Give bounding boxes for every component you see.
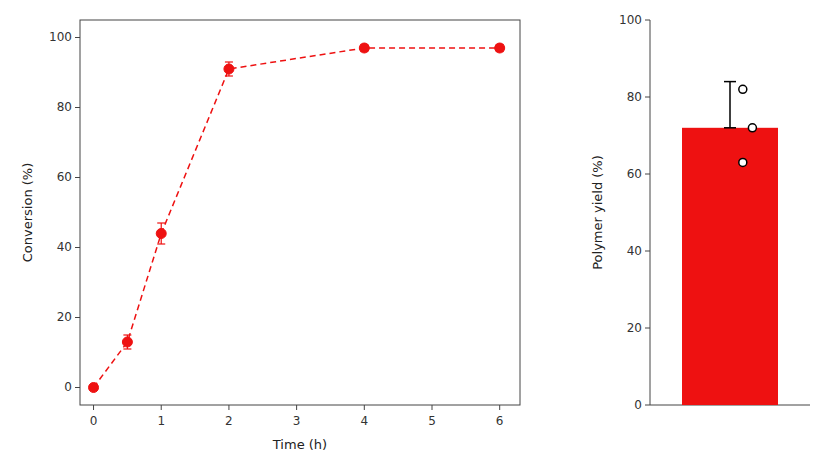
error-bar bbox=[724, 82, 736, 128]
y-tick-label: 100 bbox=[619, 13, 642, 27]
error-bar-cap bbox=[724, 81, 736, 83]
background bbox=[0, 0, 836, 474]
x-tick bbox=[161, 405, 162, 410]
data-group bbox=[89, 43, 505, 393]
x-tick bbox=[228, 405, 229, 410]
y-tick-label: 0 bbox=[634, 398, 642, 412]
y-tick bbox=[75, 107, 80, 108]
error-bar-cap bbox=[157, 243, 165, 244]
data-point bbox=[89, 383, 99, 393]
y-tick-label: 20 bbox=[57, 310, 72, 324]
x-tick bbox=[364, 405, 365, 410]
y-tick bbox=[645, 251, 650, 252]
y-tick-label: 20 bbox=[627, 321, 642, 335]
y-tick bbox=[75, 177, 80, 178]
y-tick bbox=[75, 37, 80, 38]
y-tick-label: 80 bbox=[57, 100, 72, 114]
data-point bbox=[156, 229, 166, 239]
y-tick-label: 60 bbox=[627, 167, 642, 181]
y-tick bbox=[645, 174, 650, 175]
x-tick-label: 0 bbox=[90, 414, 98, 428]
y-tick bbox=[75, 317, 80, 318]
x-tick-label: 1 bbox=[157, 414, 165, 428]
individual-point bbox=[739, 158, 747, 166]
error-bar-cap bbox=[123, 334, 131, 335]
x-tick bbox=[499, 405, 500, 410]
y-tick-label: 80 bbox=[627, 90, 642, 104]
y-axis-label: Conversion (%) bbox=[20, 163, 35, 263]
y-tick bbox=[645, 20, 650, 21]
data-point bbox=[122, 337, 132, 347]
y-tick bbox=[75, 247, 80, 248]
y-tick bbox=[75, 387, 80, 388]
individual-point bbox=[739, 85, 747, 93]
y-tick-label: 100 bbox=[49, 30, 72, 44]
x-tick-label: 6 bbox=[496, 414, 504, 428]
error-bar-cap bbox=[225, 61, 233, 62]
y-axis-line bbox=[650, 20, 651, 405]
error-bar-cap bbox=[724, 127, 736, 129]
data-line bbox=[94, 48, 500, 388]
line-panel: 0123456020406080100Conversion (%)Time (h… bbox=[20, 20, 520, 452]
y-tick bbox=[645, 328, 650, 329]
error-bar bbox=[157, 223, 165, 244]
y-tick bbox=[645, 405, 650, 406]
data-point bbox=[224, 64, 234, 74]
x-tick-label: 3 bbox=[293, 414, 301, 428]
bar bbox=[682, 128, 778, 405]
x-tick-label: 5 bbox=[428, 414, 436, 428]
x-tick-label: 2 bbox=[225, 414, 233, 428]
data-point bbox=[495, 43, 505, 53]
x-tick-label: 4 bbox=[360, 414, 368, 428]
error-bar bbox=[123, 335, 131, 349]
error-bar-cap bbox=[157, 222, 165, 223]
data-group bbox=[682, 82, 778, 405]
plot-frame bbox=[80, 20, 520, 405]
bar-panel: 0 20 40 60 80 100 Polymer yield (%) bbox=[590, 13, 810, 412]
x-tick bbox=[432, 405, 433, 410]
y-tick-label: 40 bbox=[627, 244, 642, 258]
y-tick bbox=[645, 97, 650, 98]
error-bar-cap bbox=[225, 75, 233, 76]
data-point bbox=[359, 43, 369, 53]
individual-point bbox=[748, 124, 756, 132]
y-tick-label: 40 bbox=[57, 240, 72, 254]
y-tick-label: 0 bbox=[64, 380, 72, 394]
y-tick-label: 60 bbox=[57, 170, 72, 184]
x-axis-label: Time (h) bbox=[272, 437, 327, 452]
y-axis-label: Polymer yield (%) bbox=[590, 155, 605, 270]
error-bar-stem bbox=[729, 82, 731, 128]
x-tick bbox=[296, 405, 297, 410]
error-bar-cap bbox=[123, 348, 131, 349]
error-bar bbox=[225, 62, 233, 76]
x-tick bbox=[93, 405, 94, 410]
chart-svg: 0123456020406080100Conversion (%)Time (h… bbox=[0, 0, 836, 474]
